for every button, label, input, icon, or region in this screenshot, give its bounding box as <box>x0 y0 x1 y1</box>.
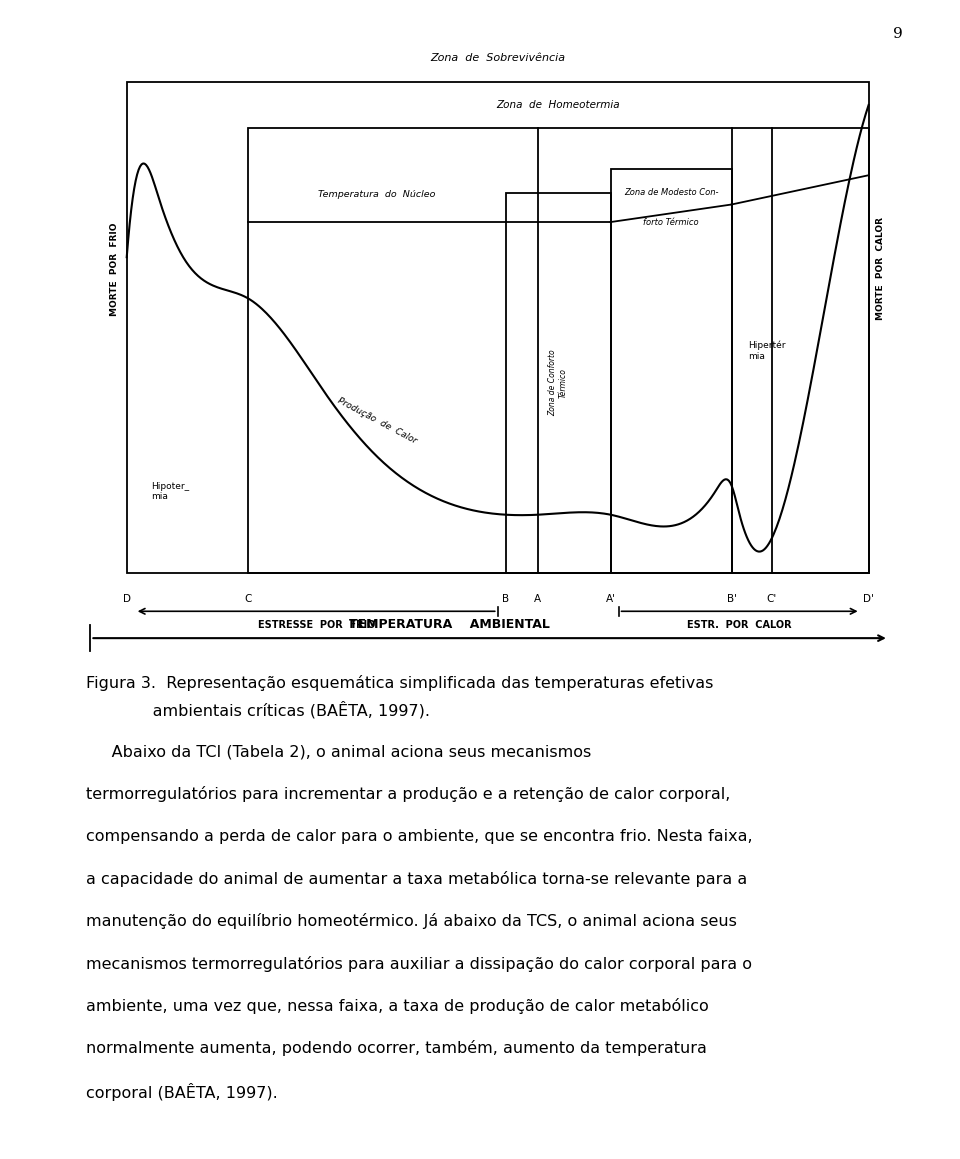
Text: B: B <box>502 593 510 604</box>
Text: ESTR.  POR  CALOR: ESTR. POR CALOR <box>687 620 792 630</box>
Text: manutenção do equilíbrio homeotérmico. Já abaixo da TCS, o animal aciona seus: manutenção do equilíbrio homeotérmico. J… <box>86 913 737 930</box>
Text: forto Térmico: forto Térmico <box>643 218 699 226</box>
Text: Zona  de  Homeotermia: Zona de Homeotermia <box>496 100 620 110</box>
Text: MORTE  POR  FRIO: MORTE POR FRIO <box>110 223 119 315</box>
Text: C': C' <box>767 593 777 604</box>
Text: corporal (BAÊTA, 1997).: corporal (BAÊTA, 1997). <box>86 1083 278 1101</box>
Text: ambientais críticas (BAÊTA, 1997).: ambientais críticas (BAÊTA, 1997). <box>86 701 430 719</box>
Text: mecanismos termorregulatórios para auxiliar a dissipação do calor corporal para : mecanismos termorregulatórios para auxil… <box>86 955 753 971</box>
Text: normalmente aumenta, podendo ocorrer, também, aumento da temperatura: normalmente aumenta, podendo ocorrer, ta… <box>86 1041 708 1056</box>
Text: compensando a perda de calor para o ambiente, que se encontra frio. Nesta faixa,: compensando a perda de calor para o ambi… <box>86 829 753 844</box>
Text: B': B' <box>727 593 736 604</box>
Text: Hipoter_
mia: Hipoter_ mia <box>151 482 189 501</box>
Text: D: D <box>123 593 131 604</box>
Text: a capacidade do animal de aumentar a taxa metabólica torna-se relevante para a: a capacidade do animal de aumentar a tax… <box>86 872 748 887</box>
Bar <box>127 81 869 574</box>
Text: termorregulatórios para incrementar a produção e a retenção de calor corporal,: termorregulatórios para incrementar a pr… <box>86 786 731 802</box>
Bar <box>611 169 732 574</box>
Text: Figura 3.  Representação esquemática simplificada das temperaturas efetivas: Figura 3. Representação esquemática simp… <box>86 675 714 691</box>
Text: D': D' <box>863 593 874 604</box>
Text: Hipertér
mia: Hipertér mia <box>748 341 785 360</box>
Text: ESTRESSE  POR  FRIO: ESTRESSE POR FRIO <box>257 620 375 630</box>
Text: A': A' <box>606 593 615 604</box>
Text: Temperatura  do  Núcleo: Temperatura do Núcleo <box>318 190 436 198</box>
Bar <box>248 129 869 574</box>
Text: A: A <box>535 593 541 604</box>
Bar <box>506 192 611 574</box>
Text: Zona de Conforto
Térmico: Zona de Conforto Térmico <box>548 350 568 416</box>
Text: 9: 9 <box>893 27 902 41</box>
Text: TEMPERATURA    AMBIENTAL: TEMPERATURA AMBIENTAL <box>348 618 550 630</box>
Text: Abaixo da TCI (Tabela 2), o animal aciona seus mecanismos: Abaixo da TCI (Tabela 2), o animal acion… <box>86 744 591 759</box>
Text: Produção  de  Calor: Produção de Calor <box>336 396 418 446</box>
Text: MORTE  POR  CALOR: MORTE POR CALOR <box>876 218 885 320</box>
Text: Zona  de  Sobrevivência: Zona de Sobrevivência <box>430 53 565 64</box>
Text: Zona de Modesto Con-: Zona de Modesto Con- <box>624 188 718 197</box>
Text: C: C <box>244 593 252 604</box>
Text: ambiente, uma vez que, nessa faixa, a taxa de produção de calor metabólico: ambiente, uma vez que, nessa faixa, a ta… <box>86 998 709 1014</box>
